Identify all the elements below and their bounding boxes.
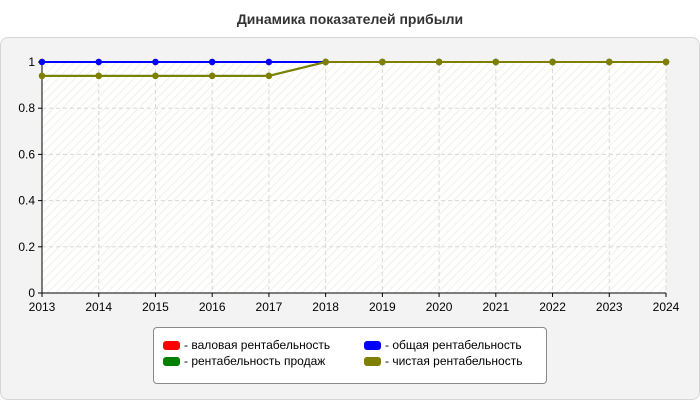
x-tick-label: 2024 <box>653 300 680 314</box>
x-axis-ticks: 2013 2014 2015 2016 2017 2018 2019 2020 2021 2022… <box>29 293 680 314</box>
series-line-3 <box>42 61 666 77</box>
series-point-3 <box>38 72 46 80</box>
x-tick-label: 2017 <box>256 300 283 314</box>
x-tick-label: 2014 <box>85 300 112 314</box>
series-point-3 <box>606 58 613 66</box>
series-point-1 <box>95 58 102 66</box>
legend-swatch-olive <box>364 356 381 366</box>
y-tick-label: 0.6 <box>18 147 35 161</box>
y-axis-ticks: 0 0.2 0.4 0.6 0.8 1 <box>18 55 42 300</box>
series-point-3 <box>265 72 273 80</box>
x-tick-label: 2021 <box>482 300 509 314</box>
series-point-3 <box>379 58 386 66</box>
legend-label: - чистая рентабельность <box>385 354 523 368</box>
x-tick-label: 2016 <box>199 300 226 314</box>
y-tick-label: 0.8 <box>18 101 35 115</box>
series-point-3 <box>152 72 159 80</box>
series-point-3 <box>95 72 102 80</box>
series-point-1 <box>38 58 46 66</box>
legend-swatch-green <box>163 356 180 366</box>
legend-label: - рентабельность продаж <box>184 354 326 368</box>
x-tick-label: 2018 <box>312 300 339 314</box>
x-tick-label: 2013 <box>29 300 56 314</box>
legend-item-gross: - валовая рентабельность <box>163 338 330 352</box>
series-point-3 <box>662 58 670 66</box>
legend: - валовая рентабельность - общая рентабе… <box>153 327 547 384</box>
grid-lines <box>42 61 667 293</box>
x-tick-label: 2020 <box>426 300 453 314</box>
y-tick-label: 0.4 <box>18 194 35 208</box>
y-tick-label: 0.2 <box>18 240 35 254</box>
series-point-3 <box>435 58 443 66</box>
legend-item-sales: - рентабельность продаж <box>163 354 325 368</box>
legend-item-net: - чистая рентабельность <box>364 354 522 368</box>
chart-title: Динамика показателей прибыли <box>236 11 464 27</box>
series-point-1 <box>152 58 159 66</box>
x-tick-label: 2015 <box>142 300 169 314</box>
series-point-1 <box>208 58 216 66</box>
y-tick-label: 0 <box>28 286 35 300</box>
legend-swatch-red <box>163 340 180 350</box>
plot-area <box>42 62 666 293</box>
series-point-1 <box>265 58 273 66</box>
series-point-3 <box>492 58 500 66</box>
x-tick-label: 2022 <box>539 300 566 314</box>
x-tick-label: 2023 <box>596 300 623 314</box>
y-tick-label: 1 <box>28 55 35 69</box>
legend-item-total: - общая рентабельность <box>364 338 522 352</box>
legend-label: - валовая рентабельность <box>184 338 331 352</box>
series-point-3 <box>549 58 556 66</box>
series-point-3 <box>208 72 216 80</box>
x-tick-label: 2019 <box>369 300 396 314</box>
legend-label: - общая рентабельность <box>385 338 522 352</box>
series-layer <box>38 58 670 80</box>
series-point-3 <box>322 58 329 66</box>
legend-swatch-blue <box>364 340 381 350</box>
axes <box>41 60 666 294</box>
